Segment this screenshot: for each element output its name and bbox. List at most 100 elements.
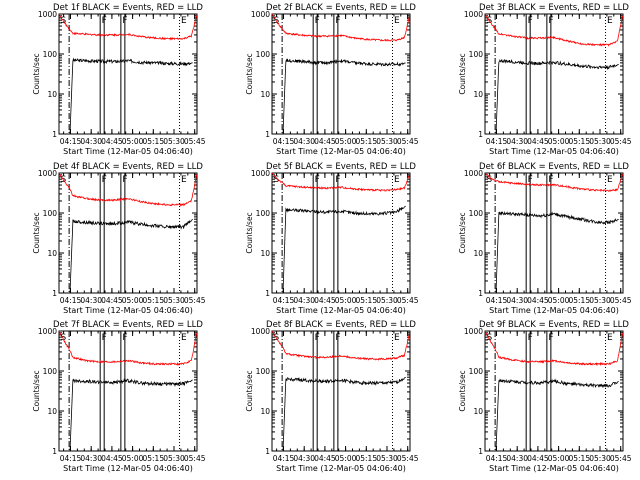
x-tick-label: 05:15 [142, 296, 164, 305]
marker-label: S [61, 333, 67, 343]
marker-label: F [548, 175, 553, 185]
detector-panel: Det 5f BLACK = Events, RED = LLD 1 10 100 10… [245, 162, 419, 315]
detector-panel: Det 6f BLACK = Events, RED = LLD 1 10 100 10… [458, 162, 632, 315]
events-series-line [69, 218, 193, 294]
y-tick-label: 1000 [38, 10, 57, 19]
events-series-line [282, 205, 406, 294]
y-tick-label: 1000 [38, 327, 57, 336]
y-tick-label: 1 [52, 130, 57, 139]
events-series-line [282, 58, 406, 135]
x-tick-label: 05:00 [548, 137, 570, 146]
y-tick-label: 100 [256, 50, 271, 59]
marker-label: E [181, 333, 187, 343]
x-tick-label: 04:45 [101, 296, 123, 305]
x-axis-label: Start Time (12-Mar-05 04:06:40) [276, 306, 406, 315]
marker-label: F [548, 16, 553, 26]
x-tick-label: 05:15 [568, 454, 590, 463]
x-tick-label: 05:00 [335, 137, 357, 146]
y-axis-label: Counts/sec [458, 212, 467, 253]
x-tick-label: 04:30 [293, 454, 315, 463]
x-tick-label: 05:30 [163, 137, 185, 146]
x-tick-label: 04:45 [527, 454, 549, 463]
y-tick-label: 100 [43, 367, 58, 376]
lld-series-line [484, 172, 624, 193]
x-tick-label: 05:30 [589, 296, 611, 305]
lld-series-line [271, 13, 411, 42]
x-tick-label: 04:15 [60, 296, 82, 305]
x-axis-label: Start Time (12-Mar-05 04:06:40) [276, 147, 406, 156]
y-axis-label: Counts/sec [245, 370, 254, 411]
marker-label: F [335, 16, 340, 26]
x-tick-label: 04:15 [273, 137, 295, 146]
x-tick-label: 05:00 [122, 137, 144, 146]
detector-panel: Det 9f BLACK = Events, RED = LLD 1 10 100 10… [458, 320, 632, 473]
x-tick-label: 04:30 [80, 137, 102, 146]
y-tick-label: 1 [52, 447, 57, 456]
y-tick-label: 1000 [251, 169, 270, 178]
x-tick-label: 05:00 [122, 454, 144, 463]
lld-series-line [484, 13, 624, 47]
x-tick-label: 05:45 [184, 454, 206, 463]
plot-frame [484, 172, 624, 294]
panel-title: Det 5f BLACK = Events, RED = LLD [266, 162, 416, 172]
y-axis-label: Counts/sec [458, 53, 467, 94]
marker-label: E [394, 16, 400, 26]
marker-label: F [122, 175, 127, 185]
x-tick-label: 05:45 [184, 296, 206, 305]
marker-label: F [102, 333, 107, 343]
y-tick-label: 10 [260, 407, 270, 416]
plot-frame [58, 13, 198, 135]
y-axis-label: Counts/sec [458, 370, 467, 411]
marker-label: F [122, 16, 127, 26]
lld-series-line [271, 172, 411, 192]
detector-panel: Det 4f BLACK = Events, RED = LLD 1 10 100 10… [32, 162, 206, 315]
x-tick-label: 04:30 [506, 137, 528, 146]
panel-title: Det 9f BLACK = Events, RED = LLD [479, 320, 629, 330]
plot-frame [484, 13, 624, 135]
y-tick-label: 1 [478, 289, 483, 298]
x-axis-label: Start Time (12-Mar-05 04:06:40) [63, 147, 193, 156]
y-tick-label: 1 [265, 130, 270, 139]
x-tick-label: 05:30 [163, 454, 185, 463]
x-tick-label: 04:30 [506, 454, 528, 463]
x-tick-label: 05:30 [376, 454, 398, 463]
x-tick-label: 04:30 [80, 296, 102, 305]
marker-label: E [394, 175, 400, 185]
x-tick-label: 05:45 [610, 454, 632, 463]
marker-label: F [335, 175, 340, 185]
marker-label: F [548, 333, 553, 343]
marker-label: E [607, 16, 613, 26]
detector-panel: Det 1f BLACK = Events, RED = LLD 1 10 100 10… [32, 3, 206, 156]
marker-label: E [607, 175, 613, 185]
y-axis-label: Counts/sec [32, 212, 41, 253]
y-tick-label: 100 [469, 367, 484, 376]
marker-label: F [528, 333, 533, 343]
y-tick-label: 1000 [464, 169, 483, 178]
y-tick-label: 100 [256, 367, 271, 376]
x-axis-label: Start Time (12-Mar-05 04:06:40) [276, 464, 406, 473]
lld-series-line [271, 330, 411, 361]
x-tick-label: 04:30 [293, 137, 315, 146]
detector-panel: Det 3f BLACK = Events, RED = LLD 1 10 100 10… [458, 3, 632, 156]
x-tick-label: 05:45 [397, 137, 419, 146]
x-tick-label: 05:15 [355, 137, 377, 146]
x-tick-label: 04:15 [273, 454, 295, 463]
x-tick-label: 04:15 [60, 454, 82, 463]
y-tick-label: 1000 [38, 169, 57, 178]
x-tick-label: 04:15 [273, 296, 295, 305]
x-tick-label: 05:15 [355, 296, 377, 305]
plot-frame [271, 13, 411, 135]
y-tick-label: 10 [473, 90, 483, 99]
y-axis-label: Counts/sec [245, 53, 254, 94]
events-series-line [282, 376, 406, 452]
detector-panel: Det 7f BLACK = Events, RED = LLD 1 10 100 10… [32, 320, 206, 473]
x-tick-label: 04:45 [314, 454, 336, 463]
lld-series-line [484, 330, 624, 367]
events-series-line [495, 378, 619, 452]
marker-label: F [102, 16, 107, 26]
x-tick-label: 05:45 [397, 296, 419, 305]
panel-title: Det 3f BLACK = Events, RED = LLD [479, 3, 629, 13]
detector-panel: Det 8f BLACK = Events, RED = LLD 1 10 100 10… [245, 320, 419, 473]
marker-label: F [315, 333, 320, 343]
marker-label: F [122, 333, 127, 343]
